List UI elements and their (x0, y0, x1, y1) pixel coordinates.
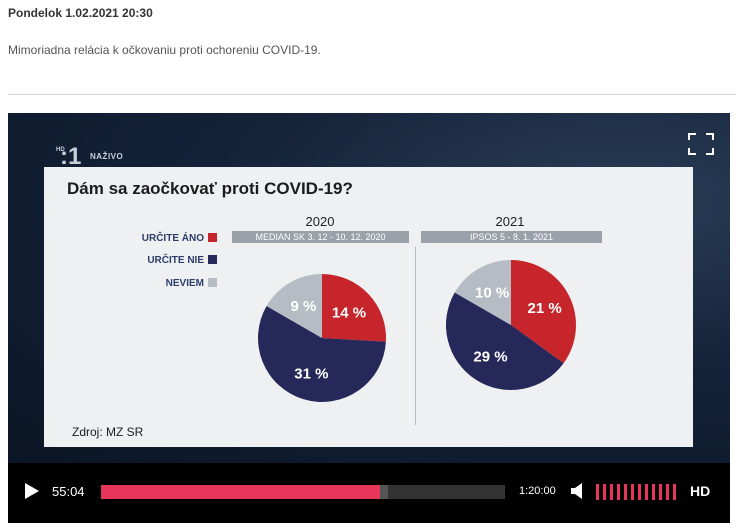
video-frame[interactable]: HD :1 NAŽIVO Dám sa zaočkovať proti COVI… (8, 113, 730, 463)
progress-bar (101, 485, 380, 499)
pie-year-2021: 2021 (495, 214, 525, 229)
divider-line (8, 94, 736, 95)
pie-source-2020: MEDIAN SK 3. 12 - 10. 12. 2020 (232, 231, 409, 243)
volume-bar (652, 484, 655, 500)
pie-slice-label: 9 % (291, 298, 317, 315)
pie-slice (266, 274, 322, 338)
current-time: 55:04 (52, 484, 85, 499)
video-player[interactable]: HD :1 NAŽIVO Dám sa zaočkovať proti COVI… (8, 113, 730, 523)
hd-toggle[interactable]: HD (690, 483, 711, 499)
volume-bar (624, 484, 627, 500)
legend-label: URČITE NIE (147, 255, 204, 266)
volume-bar (610, 484, 613, 500)
volume-bar (645, 484, 648, 500)
pie-slice-label: 14 % (332, 305, 366, 322)
pie-slice (258, 306, 386, 402)
pie-slice (445, 292, 564, 391)
legend-label: URČITE ÁNO (141, 233, 204, 244)
volume-bar (603, 484, 606, 500)
chart-card: Dám sa zaočkovať proti COVID-19? URČITE … (44, 167, 693, 447)
pie-slice-label: 10 % (475, 284, 509, 301)
pie-slice-label: 31 % (294, 366, 328, 383)
article-date: Pondelok 1.02.2021 20:30 (8, 6, 153, 20)
pie-chart: 14 % 31 % 9 % 21 % 29 % 10 % (258, 260, 576, 402)
pie-slice (322, 274, 386, 342)
volume-bar (659, 484, 662, 500)
volume-bar (631, 484, 634, 500)
pie-slice (454, 260, 511, 325)
chart-divider (415, 247, 416, 425)
chart-title: Dám sa zaočkovať proti COVID-19? (67, 179, 353, 198)
legend-swatch (208, 278, 217, 287)
volume-icon[interactable] (570, 482, 584, 500)
legend-swatch (208, 255, 217, 264)
fullscreen-icon[interactable] (688, 133, 714, 155)
pie-slice (511, 260, 576, 364)
legend-item-urcite-ano: URČITE ÁNO (122, 233, 217, 244)
play-icon[interactable] (24, 482, 40, 500)
legend-item-urcite-nie: URČITE NIE (122, 255, 217, 266)
volume-bar (638, 484, 641, 500)
legend-swatch (208, 233, 217, 242)
pie-year-2020: 2020 (305, 214, 335, 229)
volume-bar (596, 484, 599, 500)
progress-track[interactable] (101, 485, 505, 499)
article-description: Mimoriadna relácia k očkovaniu proti och… (8, 43, 321, 57)
channel-hd-label: HD (56, 147, 65, 153)
pie-slice-label: 21 % (527, 300, 561, 317)
legend-label: NEVIEM (165, 278, 204, 289)
chart-footnote: Zdroj: MZ SR (72, 425, 144, 439)
duration: 1:20:00 (519, 485, 556, 497)
channel-number: :1 (60, 143, 82, 170)
live-label: NAŽIVO (90, 152, 124, 161)
pie-source-2021: IPSOS 5 - 8. 1. 2021 (421, 231, 602, 243)
volume-bar (673, 484, 676, 500)
pie-slice-label: 29 % (473, 349, 507, 366)
legend-item-neviem: NEVIEM (122, 278, 217, 289)
volume-bar (666, 484, 669, 500)
control-bar: 55:04 1:20:00 HD (8, 463, 730, 523)
volume-bar (617, 484, 620, 500)
